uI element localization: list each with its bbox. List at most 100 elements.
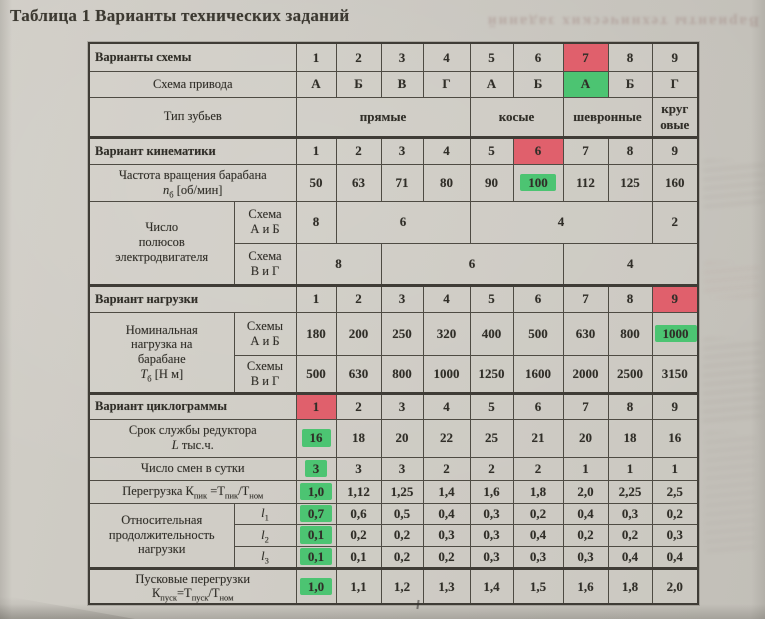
value-cell: 0,3 bbox=[651, 523, 699, 547]
value-cell: 4 bbox=[562, 242, 699, 286]
value-cell: 1 bbox=[651, 456, 699, 481]
value-cell: 2,5 bbox=[651, 479, 699, 504]
value-cell: 1,6 bbox=[469, 479, 514, 504]
cell-line: А и Б bbox=[237, 334, 294, 349]
value-cell: 16 bbox=[295, 418, 337, 458]
value-cell: 9 bbox=[651, 391, 699, 420]
cell-text: б bbox=[147, 373, 152, 384]
section-header: Вариант нагрузки bbox=[88, 283, 297, 313]
table-row: Частота вращения барабана nб [об/мин] 50 63… bbox=[88, 163, 699, 202]
value-cell: 1,6 bbox=[562, 566, 609, 605]
value-cell: 5 bbox=[469, 391, 514, 420]
value-cell: 3 bbox=[335, 456, 382, 481]
value-cell: 2,0 bbox=[562, 479, 609, 504]
value-cell: 2500 bbox=[607, 354, 653, 394]
value-cell: 1,1 bbox=[335, 566, 382, 605]
value-cell: 0,3 bbox=[562, 545, 609, 569]
table-row: Варианты схемы 1 2 3 4 5 6 7 8 9 bbox=[88, 42, 699, 72]
row-label: Номинальная нагрузка на барабане Tб [Н м] bbox=[88, 311, 235, 394]
cell-text: А и Б bbox=[250, 222, 280, 236]
value-cell: 630 bbox=[335, 354, 382, 394]
value-cell: 0,2 bbox=[380, 523, 424, 547]
value-cell: А bbox=[295, 70, 337, 98]
cell-text: пуск bbox=[160, 592, 177, 603]
cell-text: ном bbox=[219, 592, 234, 603]
cell-line: электродвигателя bbox=[92, 250, 232, 265]
highlighted-value: 1000 bbox=[654, 324, 697, 343]
value-cell: 2 bbox=[335, 42, 382, 72]
cell-line: Схема bbox=[237, 249, 294, 264]
value-cell: 0,4 bbox=[607, 545, 653, 569]
value-cell: А bbox=[469, 70, 514, 98]
cell-line: нагрузки bbox=[92, 542, 232, 557]
cell-line: Относительная bbox=[92, 513, 232, 528]
cell-text: 2 bbox=[264, 534, 269, 545]
value-cell: 2 bbox=[512, 456, 564, 481]
cell-text: 1 bbox=[264, 512, 269, 523]
value-cell: 500 bbox=[295, 354, 337, 394]
cell-text: К bbox=[151, 586, 161, 601]
section-header: Вариант циклограммы bbox=[88, 391, 297, 420]
cell-text: Срок службы редуктора bbox=[128, 423, 257, 438]
value-cell: 6 bbox=[512, 391, 564, 420]
value-cell: 1600 bbox=[512, 354, 564, 394]
cell-line: Перегрузка Кпик =Тпик/Тном bbox=[92, 484, 294, 501]
value-cell: 80 bbox=[422, 163, 471, 202]
value-cell: 1,2 bbox=[380, 566, 424, 605]
cell-text: n bbox=[163, 182, 170, 197]
value-cell: 180 bbox=[295, 311, 337, 356]
cell-line: l3 bbox=[237, 549, 294, 566]
table-row: Вариант циклограммы 1 2 3 4 5 6 7 8 9 bbox=[88, 391, 699, 420]
value-cell: 400 bbox=[469, 311, 514, 356]
value-cell: 2 bbox=[335, 391, 382, 420]
cell-text: Схема bbox=[248, 248, 282, 263]
value-cell: 9 bbox=[651, 42, 699, 72]
value-cell: 0,2 bbox=[380, 545, 424, 569]
highlighted-value: 1,0 bbox=[299, 482, 333, 501]
cell-text: Схемы bbox=[246, 358, 284, 373]
sub-row-label: l1 bbox=[233, 502, 297, 525]
value-cell: 9 bbox=[651, 135, 699, 165]
cell-text: [Н м] bbox=[151, 366, 184, 381]
cell-text: Пусковые перегрузки bbox=[135, 571, 251, 586]
cell-line: Пусковые перегрузки bbox=[92, 572, 294, 587]
table-row: Номинальная нагрузка на барабане Tб [Н м] Сх… bbox=[88, 311, 699, 394]
table-row: Схемы В и Г 500 630 800 1000 1250 1600 2000 2500 3… bbox=[89, 354, 699, 394]
cell-text: полюсов bbox=[138, 235, 185, 250]
highlighted-value: 0,7 bbox=[299, 504, 333, 523]
value-cell: 0,3 bbox=[469, 523, 514, 547]
value-cell: 0,4 bbox=[651, 545, 699, 569]
value-cell: 0,1 bbox=[335, 545, 382, 569]
value-cell: 3 bbox=[380, 283, 424, 313]
cell-text: Частота вращения барабана bbox=[118, 167, 267, 182]
value-cell: 1 bbox=[295, 283, 337, 313]
value-cell: 6 bbox=[512, 135, 564, 165]
value-cell: 800 bbox=[607, 311, 653, 356]
value-cell: 0,1 bbox=[295, 523, 337, 547]
value-cell: 7 bbox=[562, 42, 609, 72]
value-cell: 0,2 bbox=[651, 502, 699, 525]
cell-text: l bbox=[261, 549, 265, 564]
section-header: Вариант кинематики bbox=[88, 135, 297, 165]
highlighted-value: 100 bbox=[520, 173, 556, 192]
cell-text: пик bbox=[224, 490, 239, 501]
cell-text: =Т bbox=[207, 484, 225, 499]
value-cell: 1,4 bbox=[469, 566, 514, 605]
value-cell: 50 bbox=[295, 163, 337, 202]
value-cell: 2 bbox=[335, 283, 382, 313]
value-cell: Г bbox=[422, 70, 471, 98]
paper-shadow-bottom bbox=[0, 604, 765, 619]
row-label: Тип зубьев bbox=[88, 96, 297, 138]
variants-table: Варианты схемы 1 2 3 4 5 6 7 8 9 Схема привода А Б В Г… bbox=[88, 42, 699, 605]
sub-row-label: Схемы В и Г bbox=[233, 354, 297, 394]
value-cell: 2 bbox=[651, 200, 699, 244]
value-cell: 0,3 bbox=[422, 523, 471, 547]
value-cell: 1,25 bbox=[380, 479, 424, 504]
cell-text: 3 bbox=[264, 555, 269, 566]
value-cell: 0,1 bbox=[295, 545, 337, 569]
cell-line: нагрузка на bbox=[92, 337, 232, 352]
cell-text: Номинальная bbox=[125, 322, 198, 337]
bleedthrough-text: Варианты технических заданий bbox=[485, 13, 759, 29]
cell-line: А и Б bbox=[237, 222, 294, 237]
cell-line: полюсов bbox=[92, 235, 232, 250]
